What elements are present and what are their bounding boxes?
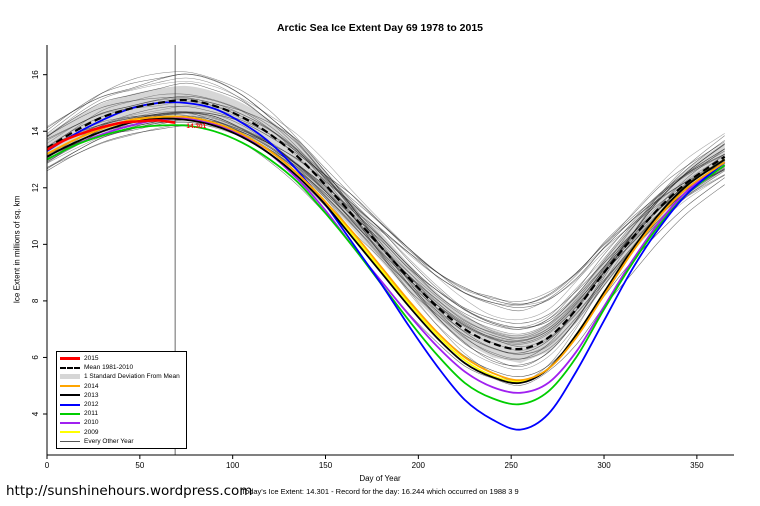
legend-label: Every Other Year xyxy=(84,437,134,445)
legend-swatch-solid xyxy=(60,431,80,434)
legend-item: 2011 xyxy=(60,409,180,418)
background-year-line xyxy=(46,119,725,324)
background-year-line xyxy=(46,71,725,360)
legend-item: 1 Standard Deviation From Mean xyxy=(60,372,180,381)
legend-item: 2014 xyxy=(60,382,180,391)
legend-item: 2012 xyxy=(60,400,180,409)
background-year-line xyxy=(46,111,725,355)
current-extent-annotation: 14.301 xyxy=(186,123,207,130)
legend-item: 2009 xyxy=(60,428,180,437)
background-year-line xyxy=(46,121,725,345)
background-year-line xyxy=(46,114,725,306)
legend: 2015 Mean 1981-2010 1 Standard Deviation F… xyxy=(56,351,187,449)
background-year-line xyxy=(46,112,725,305)
axes: 0 50 100 150 200 250 300 350 4 6 8 10 12 14 16 xyxy=(31,45,734,470)
legend-label: 2010 xyxy=(84,419,99,427)
series-2015 xyxy=(46,119,176,151)
site-url-link[interactable]: http://sunshinehours.wordpress.com xyxy=(6,483,253,499)
series-2013 xyxy=(46,117,726,385)
x-tick-label: 50 xyxy=(135,461,144,470)
background-year-line xyxy=(46,112,725,328)
series-2014 xyxy=(46,115,726,382)
legend-item: 2013 xyxy=(60,391,180,400)
legend-item: 2010 xyxy=(60,418,180,427)
background-year-line xyxy=(46,105,725,305)
legend-swatch-solid xyxy=(60,385,80,388)
legend-swatch-solid xyxy=(60,403,80,406)
background-year-line xyxy=(46,101,725,337)
legend-item: Every Other Year xyxy=(60,437,180,446)
x-tick-label: 150 xyxy=(319,461,333,470)
legend-swatch-thin xyxy=(60,440,80,442)
x-tick-label: 0 xyxy=(45,461,50,470)
background-year-line xyxy=(46,118,725,347)
legend-label: 2012 xyxy=(84,401,99,409)
footer-note: Today's Ice Extent: 14.301 - Record for … xyxy=(241,487,519,496)
x-tick-label: 300 xyxy=(597,461,611,470)
background-year-line xyxy=(46,93,725,370)
legend-item: 2015 xyxy=(60,354,180,363)
legend-item: Mean 1981-2010 xyxy=(60,363,180,372)
legend-label: Mean 1981-2010 xyxy=(84,364,134,372)
background-year-line xyxy=(46,113,725,355)
legend-label: 2015 xyxy=(84,355,99,363)
legend-label: 2013 xyxy=(84,391,99,399)
legend-label: 2011 xyxy=(84,410,98,418)
legend-swatch-thick xyxy=(60,357,80,361)
background-year-line xyxy=(46,105,725,342)
background-year-line xyxy=(46,112,725,344)
chart-title: Arctic Sea Ice Extent Day 69 1978 to 201… xyxy=(276,22,484,34)
legend-swatch-band xyxy=(60,374,80,380)
series-mean xyxy=(46,98,726,351)
x-tick-label: 100 xyxy=(226,461,240,470)
legend-label: 2009 xyxy=(84,428,99,436)
y-axis-label: Ice Extent in millions of sq. km xyxy=(12,195,22,304)
legend-swatch-dashed xyxy=(60,366,80,369)
background-year-line xyxy=(46,95,725,330)
background-year-line xyxy=(46,77,725,383)
legend-swatch-solid xyxy=(60,412,80,415)
y-tick-label: 8 xyxy=(31,298,40,303)
y-tick-label: 12 xyxy=(31,183,40,192)
legend-swatch-solid xyxy=(60,394,80,397)
y-tick-label: 4 xyxy=(31,411,40,416)
x-tick-label: 250 xyxy=(505,461,519,470)
y-tick-label: 14 xyxy=(31,126,40,135)
background-year-line xyxy=(46,111,725,339)
background-year-line xyxy=(46,124,725,335)
x-axis-label: Day of Year xyxy=(359,474,401,483)
legend-swatch-solid xyxy=(60,421,80,424)
y-tick-label: 10 xyxy=(31,239,40,248)
y-tick-label: 16 xyxy=(31,70,40,79)
background-year-line xyxy=(46,81,725,321)
y-tick-label: 6 xyxy=(31,355,40,360)
x-tick-label: 350 xyxy=(690,461,704,470)
background-year-line xyxy=(46,99,725,330)
background-year-line xyxy=(46,98,725,328)
legend-label: 1 Standard Deviation From Mean xyxy=(84,373,180,381)
background-year-line xyxy=(46,111,725,343)
legend-label: 2014 xyxy=(84,382,99,390)
x-tick-label: 200 xyxy=(412,461,426,470)
